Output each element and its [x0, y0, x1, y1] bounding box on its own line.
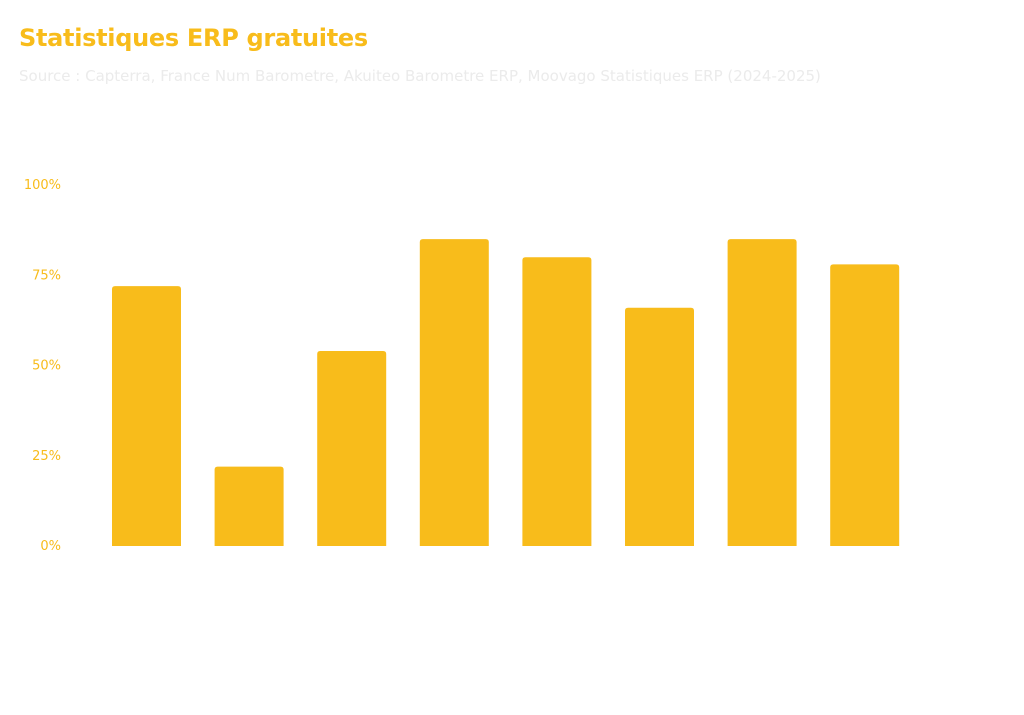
- bars: [112, 239, 900, 546]
- y-tick-label: 100%: [24, 178, 61, 193]
- y-tick-label: 75%: [32, 268, 61, 283]
- y-tick-label: 50%: [32, 359, 61, 374]
- bar-1[interactable]: [112, 286, 181, 546]
- bar-7[interactable]: [727, 239, 797, 546]
- bar-8[interactable]: [830, 264, 900, 546]
- bar-6[interactable]: [625, 307, 694, 546]
- chart-title: Statistiques ERP gratuites: [19, 24, 368, 52]
- chart-subtitle: Source : Capterra, France Num Barometre,…: [19, 67, 821, 85]
- y-tick-label: 25%: [32, 449, 61, 464]
- y-tick-label: 0%: [40, 539, 61, 554]
- y-axis: 0% 25% 50% 75% 100%: [24, 178, 61, 554]
- bar-4[interactable]: [419, 239, 489, 546]
- bar-3[interactable]: [317, 351, 387, 546]
- bar-2[interactable]: [214, 466, 284, 546]
- bar-5[interactable]: [522, 257, 592, 546]
